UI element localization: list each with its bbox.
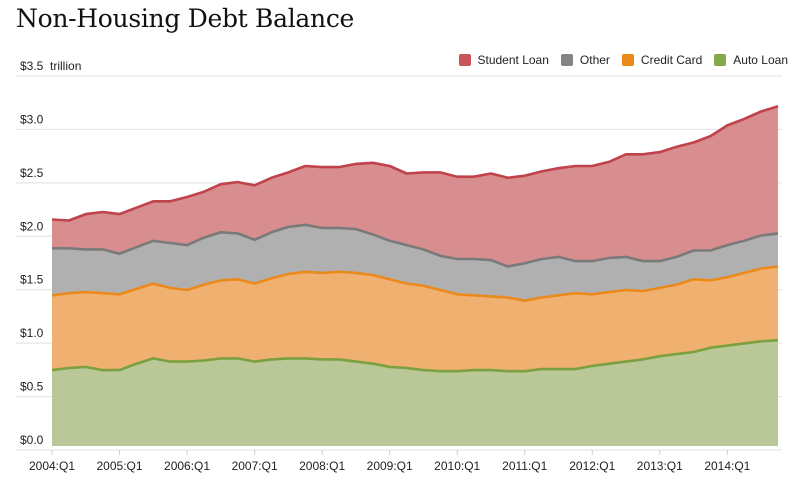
area-other [52, 224, 778, 301]
y-tick-label: $3.5 trillion [20, 59, 81, 73]
x-tick-label: 2013:Q1 [637, 459, 683, 473]
chart-title: Non-Housing Debt Balance [16, 4, 355, 33]
legend: Student Loan Other Credit Card Auto Loan [447, 53, 788, 67]
x-tick-label: 2012:Q1 [569, 459, 615, 473]
y-tick-label: $1.0 [20, 326, 44, 340]
x-tick-label: 2011:Q1 [502, 459, 547, 473]
y-tick-label: $1.5 [20, 273, 44, 287]
x-tick-label: 2004:Q1 [29, 459, 75, 473]
legend-label: Student Loan [477, 53, 549, 67]
series-lines [51, 104, 779, 373]
line-auto-loan [51, 338, 779, 373]
legend-swatch-student-loan [458, 54, 471, 66]
line-student-loan [51, 104, 779, 222]
legend-item-other: Other [560, 53, 610, 67]
line-credit-card [51, 265, 779, 302]
line-other [52, 223, 779, 268]
y-tick-label: $0.0 [20, 433, 44, 447]
y-axis: $0.0 $0.5 $1.0 $1.5 $2.0 $2.5 $3.0 $3.5 trillio… [20, 59, 81, 447]
area-series [52, 106, 778, 446]
y-tick-label: $0.5 [20, 380, 44, 394]
legend-swatch-credit-card [621, 54, 634, 66]
legend-item-auto-loan: Auto Loan [714, 53, 788, 67]
x-tick-label: 2006:Q1 [164, 459, 210, 473]
y-tick-label: $2.5 [20, 166, 44, 180]
x-tick-label: 2010:Q1 [434, 459, 480, 473]
legend-label: Credit Card [640, 53, 703, 67]
legend-swatch-auto-loan [714, 54, 727, 66]
legend-label: Auto Loan [733, 53, 788, 67]
area-credit-card [52, 266, 778, 372]
y-tick-label: $3.0 [20, 112, 44, 126]
legend-item-student-loan: Student Loan [458, 53, 549, 67]
legend-label: Other [579, 53, 610, 67]
legend-item-credit-card: Credit Card [621, 53, 703, 67]
x-tick-label: 2014:Q1 [704, 459, 750, 473]
x-tick-label: 2008:Q1 [299, 459, 345, 473]
x-axis: 2004:Q1 2005:Q1 2006:Q1 2007:Q1 2008:Q1 2009:… [29, 450, 751, 473]
area-student-loan [52, 106, 778, 267]
x-tick-label: 2009:Q1 [367, 459, 413, 473]
y-tick-label: $2.0 [20, 219, 44, 233]
legend-swatch-other [560, 54, 573, 66]
x-tick-label: 2005:Q1 [97, 459, 143, 473]
x-tick-label: 2007:Q1 [232, 459, 278, 473]
